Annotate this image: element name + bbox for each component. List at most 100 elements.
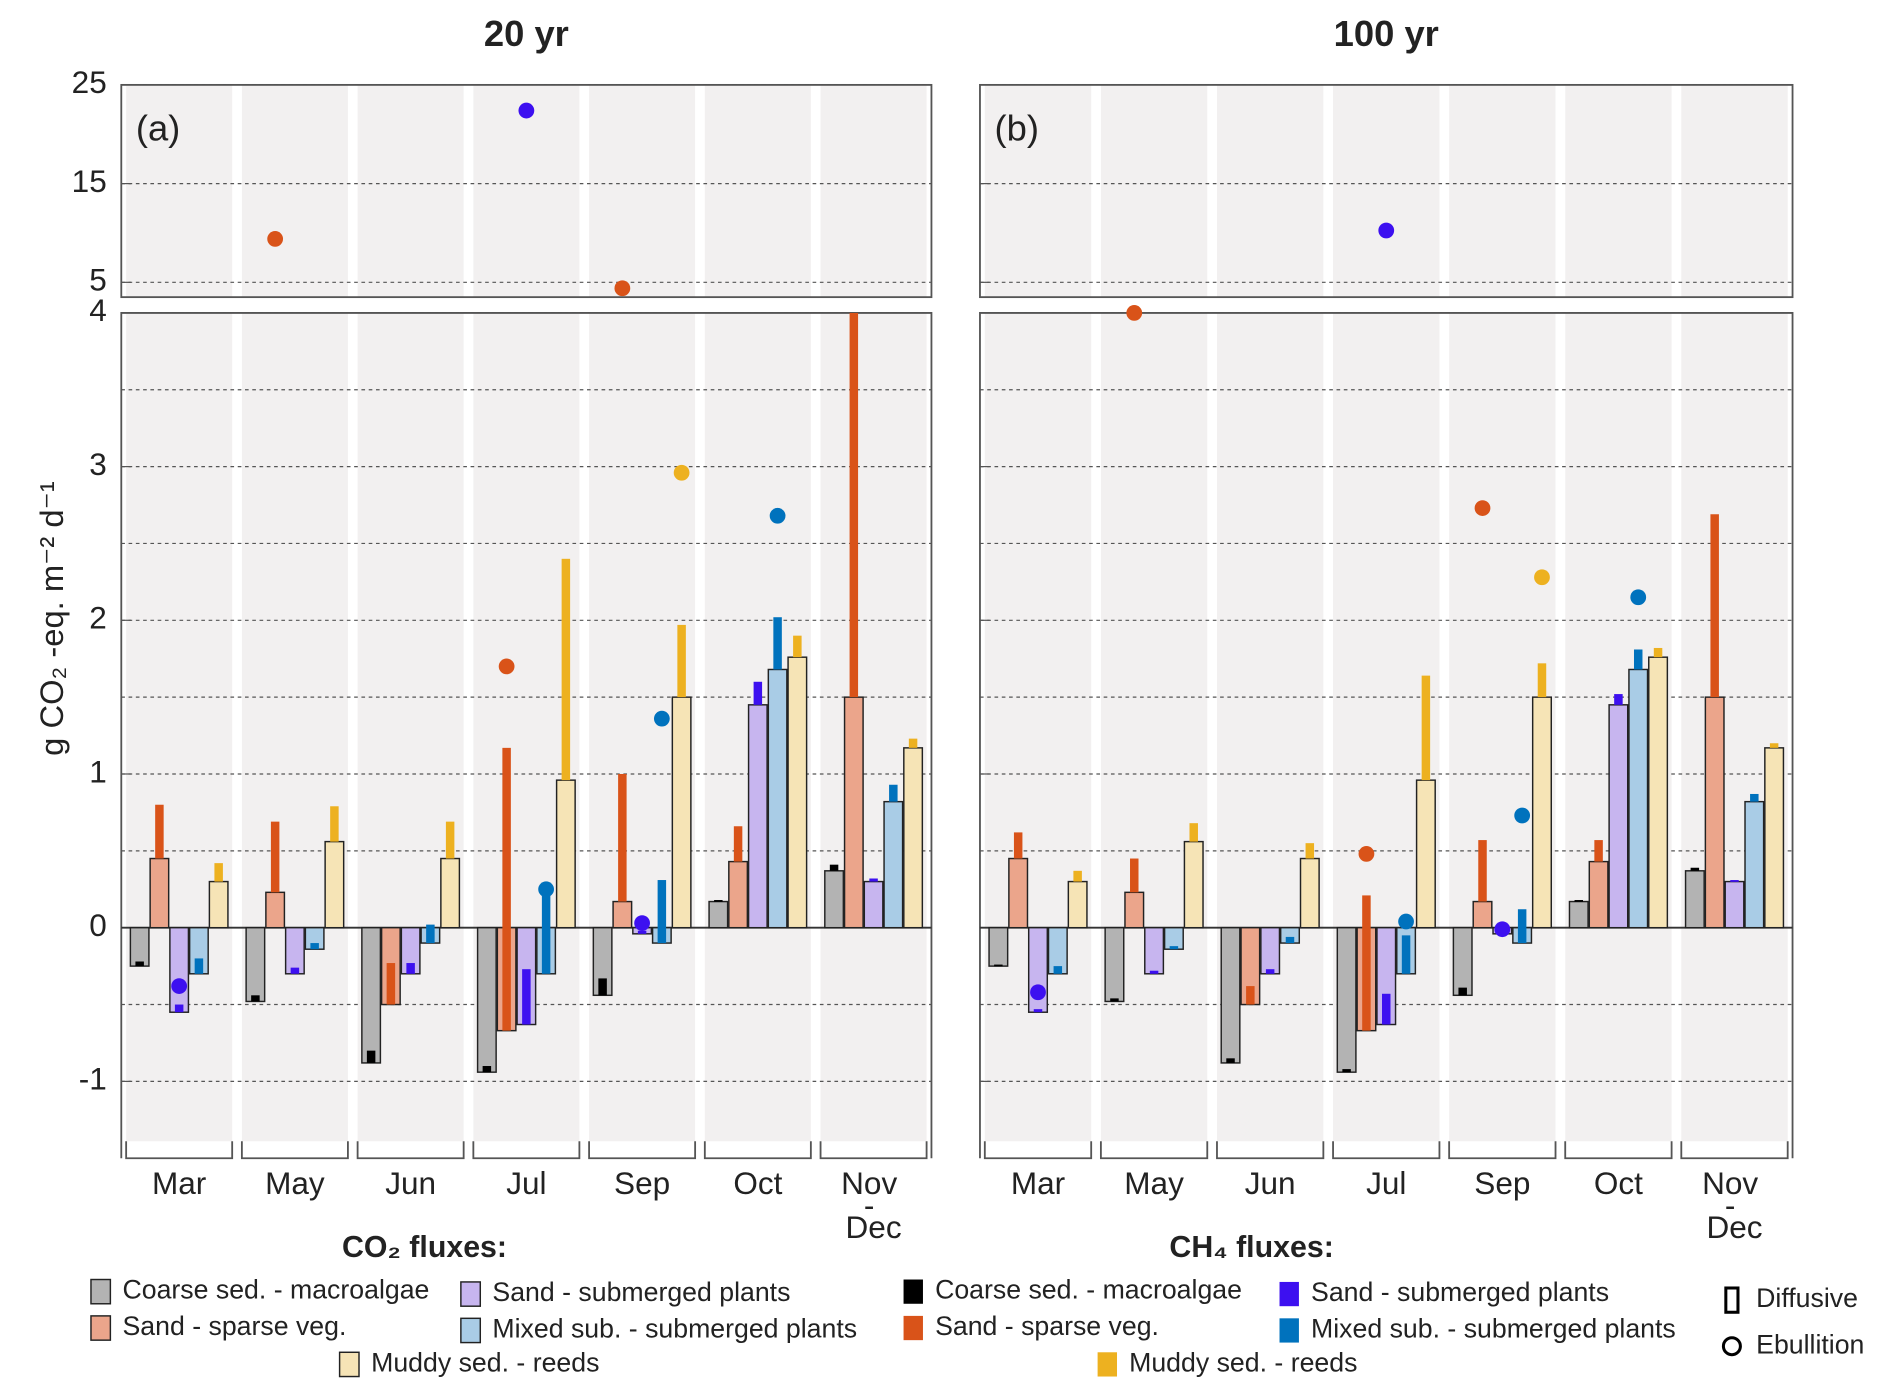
ch4-bar (445, 821, 455, 859)
x-tick-label: May (1124, 1165, 1184, 1201)
ebullition-dot (1534, 569, 1550, 586)
x-tick-label: Sep (1474, 1165, 1530, 1201)
co2-bar (787, 656, 808, 929)
ebullition-dot (634, 915, 650, 931)
group-bracket (125, 1141, 234, 1160)
co2-bar (1336, 926, 1357, 1073)
legend-swatch (460, 1281, 482, 1307)
ch4-bar (1574, 900, 1584, 902)
co2-bar (1531, 696, 1553, 929)
co2-bar (1240, 926, 1261, 1006)
co2-bar (863, 880, 884, 929)
group-bracket (1680, 1141, 1789, 1160)
group-band (984, 312, 1092, 1142)
group-bracket (240, 1141, 349, 1160)
panel-title: 100 yr (1334, 13, 1439, 54)
ch4-bar (426, 924, 435, 944)
ch4-bar (1614, 694, 1623, 705)
co2-bar (1608, 704, 1629, 929)
group-bracket (1332, 1141, 1441, 1160)
ch4-bar (1750, 793, 1759, 802)
co2-bar (440, 857, 461, 929)
ch4-bar (155, 804, 164, 859)
co2-bar (1628, 668, 1649, 929)
ch4-bar (714, 900, 723, 902)
ch4-bar (677, 624, 686, 698)
legend-label: Sand - sparse veg. (123, 1311, 347, 1341)
ch4-bar (1053, 966, 1063, 974)
group-bracket (1216, 1141, 1325, 1160)
ch4-bar (1285, 936, 1295, 944)
legend-swatch (90, 1315, 112, 1341)
legend-label: Muddy sed. - reeds (1129, 1347, 1357, 1377)
co2-bar (988, 926, 1009, 967)
group-band (357, 84, 464, 298)
ch4-bar (1169, 946, 1179, 950)
ch4-bar (135, 961, 144, 967)
co2-bar (265, 891, 286, 929)
ch4-bar (1073, 870, 1082, 882)
ch4-bar (522, 969, 531, 1025)
co2-bar (169, 926, 190, 1013)
ch4-bar (733, 826, 743, 862)
co2-bar (1047, 926, 1068, 975)
co2-bar (1124, 891, 1145, 929)
group-band (126, 84, 233, 298)
ch4-bar (1594, 840, 1603, 862)
ch4-bar (541, 889, 551, 974)
co2-bar (476, 926, 497, 1073)
group-bracket (1448, 1141, 1557, 1160)
legend-swatch (1097, 1352, 1118, 1377)
ebullition-dot (1474, 500, 1491, 516)
group-bracket (356, 1141, 465, 1160)
group-band (589, 84, 696, 298)
ch4-bar (270, 821, 280, 893)
legend-label: Mixed sub. - submerged plants (492, 1313, 857, 1343)
co2-bar (555, 779, 576, 929)
ch4-bar (1342, 1069, 1351, 1073)
ch4-bar (994, 964, 1003, 967)
legend-swatch (903, 1315, 923, 1341)
ch4-bar (1690, 867, 1700, 871)
ch4-bar (1013, 832, 1023, 859)
ch4-bar (1265, 969, 1275, 974)
group-band (984, 84, 1092, 298)
legend-swatch (1279, 1281, 1299, 1307)
group-band (1565, 84, 1672, 298)
co2-bar (149, 857, 170, 929)
group-band (241, 84, 348, 298)
ch4-bar (366, 1050, 376, 1063)
co2-bar (612, 900, 633, 929)
x-tick-label: Oct (733, 1165, 782, 1201)
ebullition-dot (518, 102, 535, 119)
ch4-bar (637, 930, 647, 934)
panel-label: (a) (136, 108, 180, 149)
group-band (1681, 84, 1788, 298)
co2-bar (1724, 880, 1745, 929)
ch4-bar (829, 864, 839, 871)
y-tick-label: 25 (72, 64, 107, 100)
co2-bar (1220, 926, 1241, 1064)
co2-bar (1260, 926, 1281, 975)
ch4-bar (1130, 858, 1139, 893)
group-band (1100, 312, 1208, 1142)
ebullition-dot (1358, 846, 1375, 862)
ch4-bar (1537, 663, 1547, 698)
legend-swatch (90, 1278, 112, 1305)
x-tick-label: Jun (1245, 1165, 1296, 1201)
ch4-bar (1401, 935, 1411, 974)
plot-frame (120, 311, 933, 1159)
legend-title: CH₄ fluxes: (1169, 1231, 1333, 1264)
co2-bar (1067, 880, 1088, 929)
ch4-bar (889, 784, 898, 802)
co2-bar (1764, 747, 1785, 929)
co2-bar (1299, 857, 1320, 929)
ch4-bar (598, 978, 607, 996)
ch4-bar (1710, 514, 1719, 698)
ebullition-dot (614, 280, 631, 297)
y-tick-label: 0 (89, 907, 107, 943)
x-tick-label: Jul (1366, 1165, 1406, 1201)
group-bracket (472, 1141, 581, 1160)
bars (988, 514, 1785, 1073)
